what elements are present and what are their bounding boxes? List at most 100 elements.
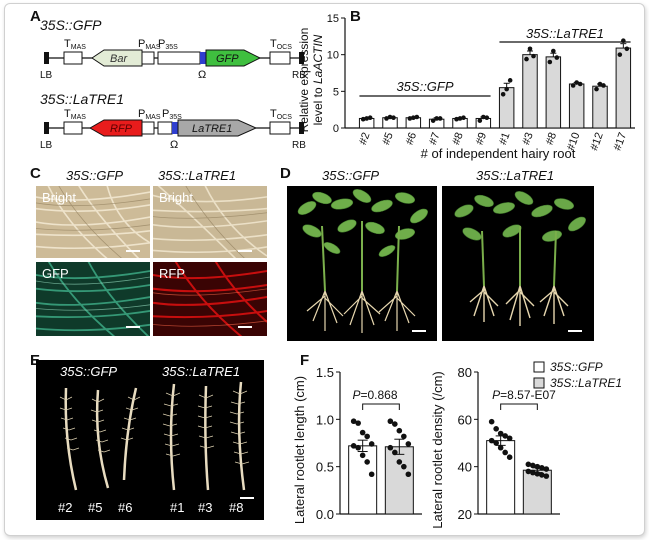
f-data-point (405, 471, 412, 478)
f-data-point (355, 420, 361, 426)
pmas-label-2: PMAS (138, 108, 161, 121)
f-data-point (530, 469, 536, 476)
f-data-point (401, 463, 407, 470)
tmas-label: TMAS (64, 38, 86, 51)
p35s-label: P35S (158, 38, 178, 51)
pmas-label: PMAS (138, 38, 161, 51)
f-data-point (493, 440, 499, 446)
b-data-point (461, 115, 466, 121)
b-data-point (454, 116, 459, 122)
b-x-tick-label: #9 (474, 131, 489, 147)
f-data-point (359, 452, 366, 459)
rb-border (299, 52, 304, 64)
b-bar (592, 85, 608, 129)
f-data-point (364, 433, 370, 440)
lateral-roots-icon (59, 381, 250, 491)
panel-b-expression-chart: Relative expression level to LaACTIN # o… (297, 13, 635, 161)
b-data-point (601, 83, 606, 88)
f-data-point (405, 441, 412, 447)
b-data-point (617, 52, 623, 57)
f1-p-value: P=0.868 (352, 388, 397, 402)
c-bright-latre1-image (153, 186, 267, 258)
legend-swatch-latre1 (533, 377, 545, 389)
c-scalebar (126, 250, 140, 252)
tmas-box (63, 51, 83, 65)
b-bar (545, 56, 562, 129)
f-y-tick-label: 1.5 (316, 365, 334, 380)
c-rfp-fluorescence-image (153, 262, 267, 336)
b-x-tick-label: #10 (565, 131, 583, 152)
lb-label-2: LB (40, 140, 53, 151)
f-bar (384, 446, 414, 515)
tocs-label-2: TOCS (270, 108, 292, 121)
f-data-point (493, 426, 499, 432)
e-root-label: #2 (58, 500, 73, 515)
f-data-point (543, 473, 550, 479)
b-bar (522, 54, 538, 129)
panel-f-length-chart: Lateral rootlet length (cm) P=0.868 0.0 0… (292, 365, 422, 524)
c-title-latre1: 35S::LaTRE1 (158, 168, 237, 183)
b-bar (568, 83, 585, 129)
e-title-latre1: 35S::LaTRE1 (162, 364, 241, 379)
f-data-point (355, 444, 361, 451)
d-latre1-plants-image (442, 186, 594, 341)
d-scalebar (568, 330, 582, 332)
lb-border (44, 52, 49, 64)
panel-f-density-chart: Lateral rootlet density (/cm) P=8.57-E07… (430, 360, 622, 529)
b-x-tick-label: #5 (380, 131, 395, 147)
panel-letter-c: C (30, 165, 41, 182)
d-scalebar (412, 330, 426, 332)
panel-letter-f: F (300, 352, 310, 369)
latre1-gene-label: LaTRE1 (192, 123, 232, 135)
f-data-point (539, 472, 545, 478)
gfp-gene-label: GFP (216, 53, 239, 65)
f-data-point (364, 459, 370, 465)
root-bright-texture-icon (153, 186, 267, 258)
f-data-point (506, 454, 513, 460)
f-data-point (502, 449, 508, 456)
bar-gene-label: Bar (110, 53, 128, 65)
b-x-tick-label: #7 (427, 131, 442, 147)
e-root-label: #1 (170, 500, 185, 515)
c-bright-label-gfp: Bright (42, 190, 76, 205)
rb-border-2 (299, 122, 304, 134)
b-data-point (594, 86, 599, 92)
b-data-point (360, 116, 366, 122)
b-x-tick-label: #1 (497, 131, 512, 147)
lb-label: LB (40, 70, 53, 81)
f-data-point (525, 461, 532, 468)
rfp-gene-label: RFP (110, 123, 133, 135)
p35s-box-2 (157, 121, 173, 135)
legend-swatch-gfp (533, 361, 545, 373)
b-data-point (384, 116, 389, 121)
construct-gfp-title: 35S::GFP (40, 17, 102, 33)
b-data-point (547, 59, 553, 65)
b-data-point (524, 56, 529, 62)
f2-y-axis-label: Lateral rootlet density (/cm) (430, 371, 445, 529)
f-y-tick-label: 20 (458, 507, 472, 522)
b-x-axis-label: # of independent hairy root (421, 146, 576, 161)
f2-p-value: P=8.57-E07 (492, 388, 556, 402)
f-bar (486, 440, 516, 515)
f-data-point (534, 470, 541, 477)
e-root-label: #8 (229, 500, 244, 515)
b-data-point (554, 55, 560, 60)
f-y-tick-label: 0.5 (316, 460, 334, 475)
tmas-label-2: TMAS (64, 108, 86, 121)
f-data-point (387, 444, 394, 451)
omega-label: Ω (198, 69, 206, 81)
f-data-point (539, 465, 545, 471)
c-bright-gfp-image (36, 186, 150, 258)
c-bright-label-latre1: Bright (159, 190, 193, 205)
p35s-box (157, 51, 201, 65)
b-data-point (367, 115, 373, 121)
b-x-tick-label: #8 (450, 131, 465, 147)
f-data-point (525, 468, 532, 475)
b-data-point (434, 116, 439, 121)
omega-label-2: Ω (170, 139, 178, 151)
gfp-gene-arrow (205, 49, 262, 67)
f-data-point (368, 471, 375, 478)
b-data-point (411, 115, 416, 121)
b-data-point (507, 78, 513, 83)
